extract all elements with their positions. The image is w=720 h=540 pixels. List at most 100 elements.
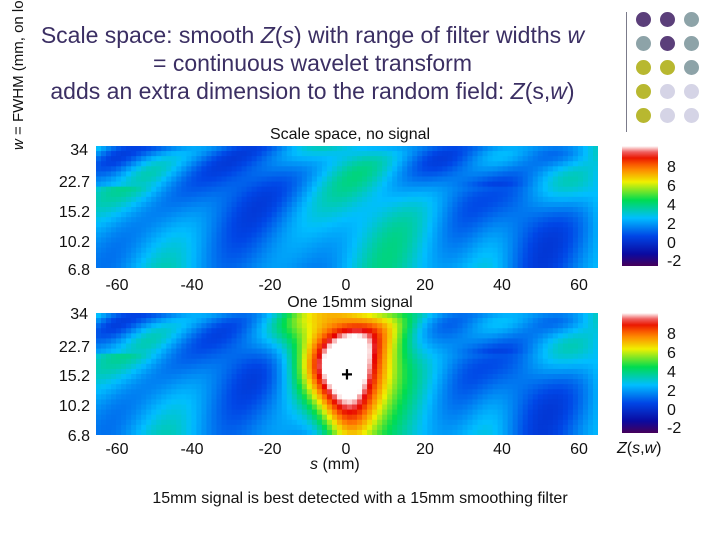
heatmap-cell xyxy=(372,318,378,324)
heatmap-cell xyxy=(126,348,132,355)
heatmap-cell xyxy=(341,217,348,223)
heatmap-cell xyxy=(372,247,378,254)
heatmap-cell xyxy=(347,166,353,173)
heatmap-cell xyxy=(477,212,484,218)
heatmap-cell xyxy=(482,424,489,431)
heatmap-cell xyxy=(166,232,172,239)
heatmap-cell xyxy=(331,368,338,375)
heatmap-cell xyxy=(271,343,278,350)
heatmap-cell xyxy=(236,166,243,173)
heatmap-cell xyxy=(492,186,499,193)
heatmap-cell xyxy=(412,333,418,340)
heatmap-cell xyxy=(462,394,469,401)
heatmap-cell xyxy=(492,409,499,416)
heatmap-cell xyxy=(437,161,443,167)
heatmap-cell xyxy=(542,217,549,223)
heatmap-cell xyxy=(572,343,579,350)
heatmap-cell xyxy=(331,348,338,355)
heatmap-cell xyxy=(186,424,192,431)
heatmap-cell xyxy=(206,389,213,395)
heatmap-cell xyxy=(156,323,162,329)
heatmap-cell xyxy=(196,368,203,375)
heatmap-cell xyxy=(166,424,172,431)
heatmap-cell xyxy=(432,409,438,416)
heatmap-cell xyxy=(442,353,448,360)
heatmap-cell xyxy=(472,404,479,411)
heatmap-cell xyxy=(286,207,293,213)
heatmap-cell xyxy=(437,409,443,416)
heatmap-cell xyxy=(572,328,579,334)
heatmap-cell xyxy=(291,252,298,259)
heatmap-cell xyxy=(161,368,167,375)
heatmap-cell xyxy=(572,318,579,324)
heatmap-cell xyxy=(517,151,524,157)
heatmap-cell xyxy=(196,156,203,162)
heatmap-cell xyxy=(221,232,228,239)
heatmap-cell xyxy=(412,166,418,173)
heatmap-cell xyxy=(116,414,122,421)
heatmap-cell xyxy=(472,379,479,385)
signal-marker: + xyxy=(341,364,353,386)
heatmap-cell xyxy=(296,404,303,411)
heatmap-cell xyxy=(311,368,318,375)
heatmap-cell xyxy=(171,389,177,395)
heatmap-cell xyxy=(196,227,203,234)
heatmap-cell xyxy=(352,242,358,249)
heatmap-cell xyxy=(567,414,574,421)
heatmap-cell xyxy=(276,257,283,264)
heatmap-cell xyxy=(517,318,524,324)
heatmap-cell xyxy=(296,176,303,183)
heatmap-cell xyxy=(321,161,328,167)
heatmap-cell xyxy=(171,217,177,223)
heatmap-cell xyxy=(186,151,192,157)
panel2-ytick-15.2: 15.2 xyxy=(58,368,90,385)
heatmap-cell xyxy=(196,414,203,421)
colorbar-top-tick: 6 xyxy=(667,178,676,195)
heatmap-cell xyxy=(437,146,443,152)
heatmap-cell xyxy=(201,353,208,360)
heatmap-cell xyxy=(482,429,489,435)
heatmap-cell xyxy=(141,363,147,370)
heatmap-cell xyxy=(106,343,112,350)
heatmap-cell xyxy=(377,146,383,152)
heatmap-cell xyxy=(352,181,358,188)
heatmap-cell xyxy=(216,333,223,340)
heatmap-cell xyxy=(472,389,479,395)
heatmap-cell xyxy=(347,384,353,390)
heatmap-cell xyxy=(171,257,177,264)
heatmap-cell xyxy=(111,207,117,213)
heatmap-cell xyxy=(176,409,182,416)
heatmap-cell xyxy=(537,181,544,188)
heatmap-cell xyxy=(286,368,293,375)
heatmap-cell xyxy=(572,368,579,375)
heatmap-cell xyxy=(111,338,117,345)
heatmap-cell xyxy=(507,196,514,203)
heatmap-cell xyxy=(341,348,348,355)
heatmap-cell xyxy=(457,404,464,411)
heatmap-cell xyxy=(156,394,162,401)
heatmap-cell xyxy=(131,176,137,183)
heatmap-cell xyxy=(422,186,428,193)
heatmap-cell xyxy=(101,323,107,329)
heatmap-cell xyxy=(492,166,499,173)
heatmap-cell xyxy=(532,171,539,178)
heatmap-cell xyxy=(402,429,408,435)
heatmap-cell xyxy=(106,156,112,162)
heatmap-cell xyxy=(206,409,213,416)
heatmap-cell xyxy=(422,232,428,239)
heatmap-cell xyxy=(527,247,534,254)
heatmap-cell xyxy=(256,419,263,426)
heatmap-cell xyxy=(161,191,167,198)
heatmap-cell xyxy=(121,318,127,324)
heatmap-cell xyxy=(201,333,208,340)
heatmap-cell xyxy=(367,348,373,355)
heatmap-cell xyxy=(547,242,554,249)
heatmap-cell xyxy=(296,338,303,345)
heatmap-cell xyxy=(382,414,388,421)
heatmap-cell xyxy=(562,227,569,234)
heatmap-cell xyxy=(331,429,338,435)
panel1-xtick: -20 xyxy=(258,277,282,294)
heatmap-cell xyxy=(141,333,147,340)
heatmap-cell xyxy=(397,404,403,411)
heatmap-cell xyxy=(567,207,574,213)
